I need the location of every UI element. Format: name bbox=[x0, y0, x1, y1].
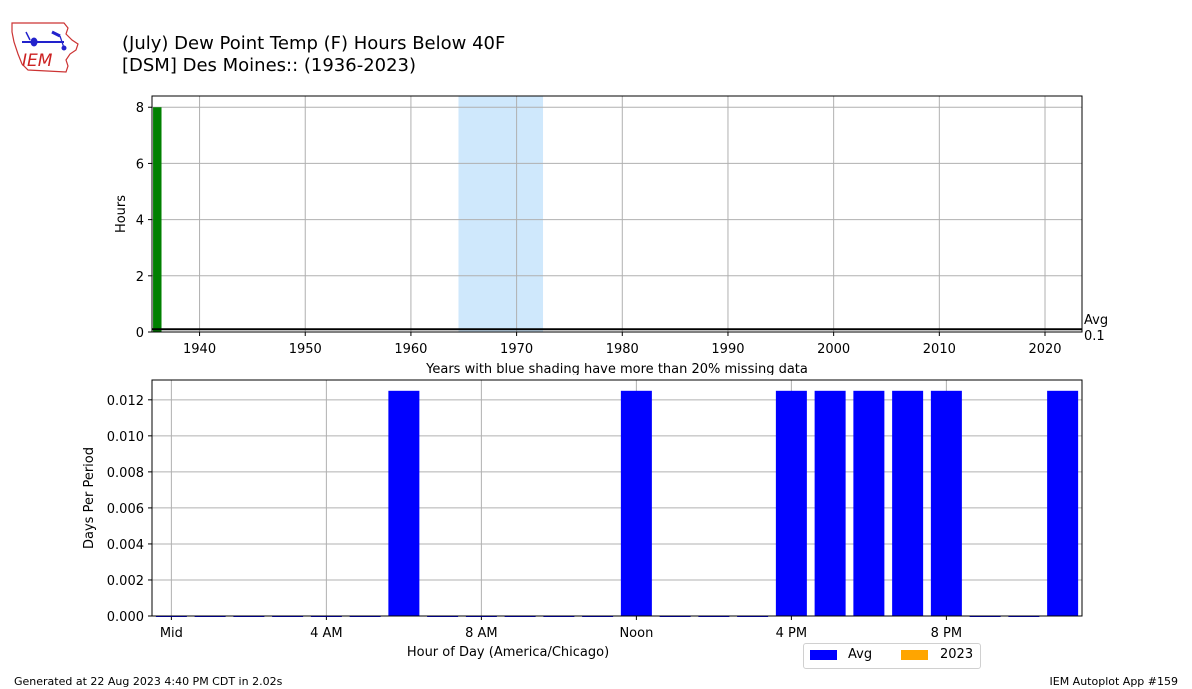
y-tick-label: 0 bbox=[136, 326, 144, 341]
avg-bar bbox=[388, 390, 420, 616]
x-axis-label: Hour of Day (America/Chicago) bbox=[407, 645, 609, 660]
avg-bar bbox=[620, 390, 652, 616]
chart-title-line2: [DSM] Des Moines:: (1936-2023) bbox=[122, 55, 417, 76]
x-tick-label: 2020 bbox=[1028, 342, 1061, 357]
footer-app-text: IEM Autoplot App #159 bbox=[1049, 675, 1179, 688]
x-tick-label: 4 AM bbox=[310, 626, 343, 641]
legend-swatch-avg bbox=[810, 650, 837, 660]
logo-text: IEM bbox=[22, 51, 53, 71]
chart-title-line1: (July) Dew Point Temp (F) Hours Below 40… bbox=[122, 33, 506, 54]
y-tick-label: 0.012 bbox=[107, 394, 144, 409]
x-tick-label: 1990 bbox=[711, 342, 744, 357]
x-tick-label: 4 PM bbox=[776, 626, 807, 641]
iem-logo: IEM bbox=[11, 22, 79, 73]
avg-bar bbox=[814, 390, 846, 616]
x-tick-label: 2000 bbox=[817, 342, 850, 357]
year-bar bbox=[153, 107, 162, 332]
footer-generated-text: Generated at 22 Aug 2023 4:40 PM CDT in … bbox=[14, 675, 283, 688]
x-tick-label: Noon bbox=[619, 626, 653, 641]
x-tick-label: 1960 bbox=[394, 342, 427, 357]
legend-label-2023: 2023 bbox=[940, 647, 974, 662]
missing-data-shading bbox=[458, 96, 544, 332]
x-tick-label: 1940 bbox=[183, 342, 216, 357]
avg-value-label: 0.1 bbox=[1084, 329, 1105, 344]
x-tick-label: 8 PM bbox=[931, 626, 962, 641]
y-tick-label: 0.004 bbox=[107, 538, 144, 553]
y-tick-label: 2 bbox=[136, 270, 144, 285]
x-tick-label: Mid bbox=[160, 626, 183, 641]
avg-bar bbox=[775, 390, 807, 616]
x-tick-label: 1980 bbox=[606, 342, 639, 357]
avg-bar bbox=[892, 390, 924, 616]
y-tick-label: 8 bbox=[136, 101, 144, 116]
y-tick-label: 0.000 bbox=[107, 610, 144, 625]
y-tick-label: 0.010 bbox=[107, 430, 144, 445]
legend: Avg 2023 bbox=[803, 643, 981, 669]
annual-hours-chart: 1940 1950 1960 1970 1980 1990 2000 2010 2020 0 2 4 6… bbox=[114, 95, 1108, 375]
legend-label-avg: Avg bbox=[848, 647, 873, 662]
y-tick-label: 4 bbox=[136, 214, 144, 229]
plot-frame bbox=[151, 95, 1083, 333]
plot-frame bbox=[151, 379, 1083, 617]
y-tick-label: 0.008 bbox=[107, 466, 144, 481]
y-axis-label: Hours bbox=[114, 195, 129, 233]
avg-label: Avg bbox=[1084, 313, 1108, 328]
y-axis-label: Days Per Period bbox=[82, 447, 97, 549]
avg-bar bbox=[1047, 390, 1079, 616]
iowa-outline-icon bbox=[11, 22, 79, 73]
y-tick-label: 0.006 bbox=[107, 502, 144, 517]
weather-vane-icon bbox=[22, 30, 67, 51]
avg-bar bbox=[930, 390, 962, 616]
legend-swatch-2023 bbox=[901, 650, 928, 660]
avg-bar bbox=[853, 390, 885, 616]
x-tick-label: 1970 bbox=[500, 342, 533, 357]
y-tick-label: 6 bbox=[136, 157, 144, 172]
x-tick-label: 1950 bbox=[289, 342, 322, 357]
y-tick-label: 0.002 bbox=[107, 574, 144, 589]
x-tick-label: 2010 bbox=[923, 342, 956, 357]
missing-data-annotation: Years with blue shading have more than 2… bbox=[425, 362, 808, 375]
x-tick-label: 8 AM bbox=[465, 626, 498, 641]
